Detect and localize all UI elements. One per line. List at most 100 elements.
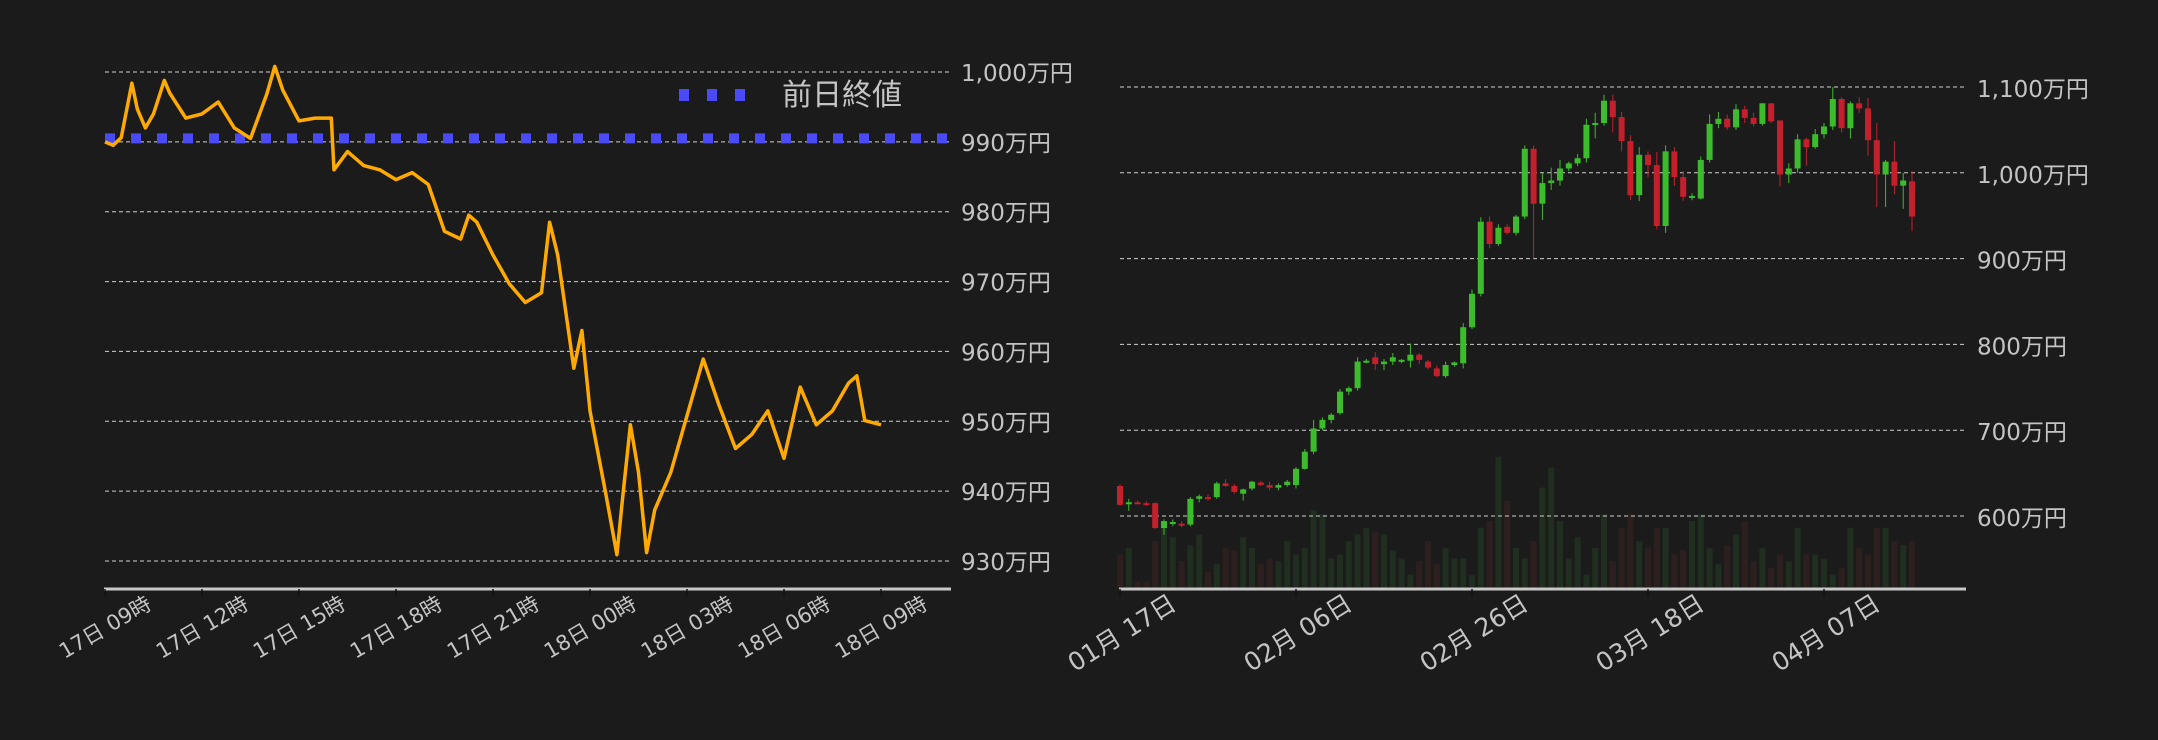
volume-bar (1891, 541, 1898, 588)
candle-body (1257, 482, 1264, 486)
candle-body (1794, 139, 1801, 169)
previous-close-dot (573, 133, 583, 144)
candle-body (1433, 368, 1440, 377)
volume-bar (1442, 547, 1449, 588)
candle-body (1838, 99, 1845, 129)
candle-body (1706, 123, 1713, 160)
y-tick-label: 700万円 (1977, 420, 2067, 446)
volume-bar (1178, 561, 1185, 588)
volume-bar (1222, 547, 1229, 588)
x-tick-label: 01月 17日 (1063, 588, 1181, 677)
previous-close-dot (781, 133, 791, 144)
volume-bar (1249, 547, 1255, 588)
candle-body (1205, 497, 1211, 500)
y-axis-labels: 1,100万円 1,000万円 900万円 800万円 700万円 600万円 (1977, 77, 2089, 532)
candle-body (1741, 109, 1748, 118)
previous-close-line (105, 133, 947, 144)
volume-bar (1785, 561, 1792, 588)
volume-bar (1671, 554, 1678, 588)
volume-bar (1873, 527, 1880, 588)
volume-bar (1161, 521, 1167, 588)
previous-close-dot (911, 133, 921, 144)
candle-body (1618, 117, 1625, 142)
volume-bar (1125, 547, 1132, 588)
previous-close-dot (885, 133, 895, 144)
previous-close-dot (469, 133, 479, 144)
candle-body (1231, 485, 1238, 492)
candle-body (1152, 503, 1159, 529)
volume-bar (1759, 547, 1766, 588)
y-tick-label: 900万円 (1977, 249, 2067, 275)
volume-bar (1821, 558, 1827, 588)
volume-bar (1389, 550, 1396, 588)
y-gridlines (105, 71, 951, 562)
volume-bar (1521, 558, 1528, 588)
volume-bar (1134, 581, 1141, 588)
volume-bar (1486, 521, 1493, 588)
daily-candlestick-chart: 1,100万円 1,000万円 900万円 800万円 700万円 600万円 01月 1… (1063, 77, 2089, 678)
candle-body (1477, 221, 1484, 294)
volume-bar (1697, 514, 1704, 588)
volume-bar (1900, 545, 1907, 588)
volume-bar (1337, 554, 1343, 588)
volume-bar (1152, 541, 1159, 588)
candle-body (1601, 100, 1607, 124)
volume-bar (1909, 541, 1915, 588)
volume-bar (1363, 527, 1370, 588)
x-tick-label: 17日 09時 (55, 592, 155, 664)
volume-bar (1169, 537, 1176, 588)
volume-bar (1187, 545, 1194, 588)
volume-bar (1301, 547, 1308, 588)
y-tick-label: 1,000万円 (961, 61, 1073, 87)
candles (1117, 87, 1915, 535)
candle-body (1768, 103, 1775, 122)
previous-close-dot (235, 133, 245, 144)
candle-body (1645, 154, 1651, 166)
volume-bar (1618, 527, 1625, 588)
volume-bar (1574, 537, 1581, 588)
previous-close-dot (105, 133, 115, 144)
candle-body (1715, 118, 1722, 124)
y-tick-label: 960万円 (961, 340, 1051, 366)
y-tick-label: 940万円 (961, 480, 1051, 506)
volume-bar (1653, 527, 1660, 588)
volume-bar (1372, 531, 1379, 588)
x-tick-label: 18日 03時 (637, 592, 737, 664)
candle-body (1513, 216, 1519, 233)
candle-body (1196, 496, 1203, 499)
volume-bar (1231, 550, 1238, 588)
volume-bar (1143, 581, 1150, 588)
x-tick-label: 18日 00時 (540, 592, 640, 664)
previous-close-dot (287, 133, 297, 144)
legend-dot (707, 89, 717, 101)
candle-body (1143, 503, 1150, 506)
previous-close-dot (521, 133, 531, 144)
volume-bar (1240, 537, 1247, 588)
x-tick-label: 17日 15時 (249, 592, 349, 664)
candle-body (1530, 148, 1537, 204)
volume-bar (1609, 561, 1616, 588)
candle-body (1565, 163, 1572, 169)
candle-body (1187, 498, 1194, 525)
volume-bar (1733, 534, 1739, 588)
candle-body (1539, 183, 1546, 204)
previous-close-dot (755, 133, 765, 144)
previous-close-dot (651, 133, 661, 144)
candle-body (1389, 357, 1396, 362)
x-axis-ticks: 01月 17日 02月 06日 02月 26日 03月 18日 04月 07日 (1063, 588, 1885, 677)
candle-body (1548, 180, 1555, 184)
volume-bar (1662, 527, 1669, 588)
candle-body (1337, 391, 1343, 414)
previous-close-dot (261, 133, 271, 144)
candle-body (1319, 419, 1326, 429)
legend-dotted-marker-icon (679, 89, 745, 101)
previous-close-dot (625, 133, 635, 144)
candle-body (1416, 354, 1423, 360)
candle-body (1777, 120, 1783, 175)
candle-body (1680, 177, 1687, 197)
previous-close-dot (495, 133, 505, 144)
candle-body (1345, 388, 1352, 392)
legend-dot (679, 89, 689, 101)
volume-bar (1680, 550, 1687, 588)
candle-body (1486, 221, 1493, 245)
